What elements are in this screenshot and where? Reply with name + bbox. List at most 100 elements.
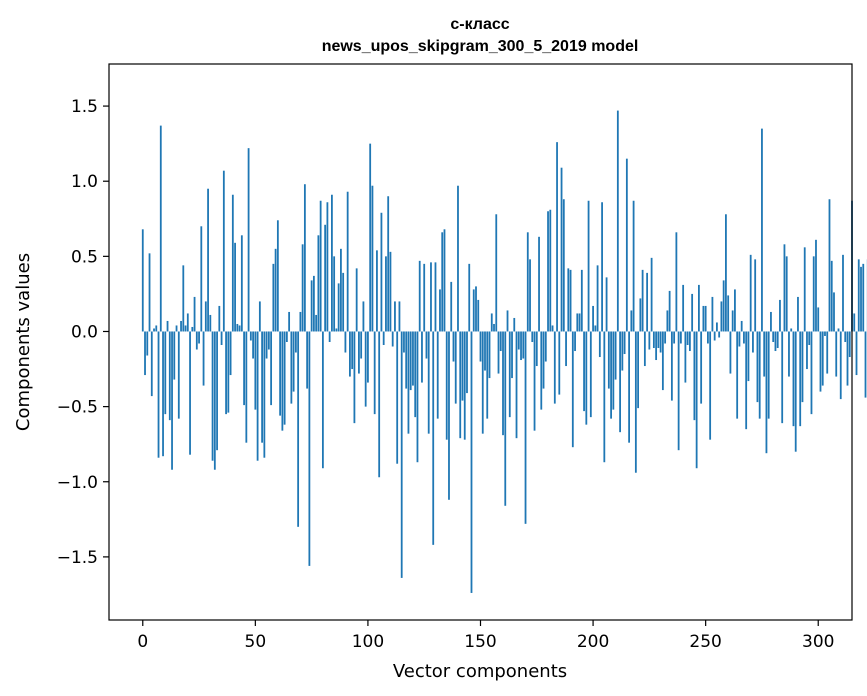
bar-307 xyxy=(833,292,835,332)
bar-136 xyxy=(448,331,450,500)
bar-286 xyxy=(785,256,788,332)
bar-46 xyxy=(245,331,248,443)
bar-301 xyxy=(819,331,822,392)
bar-87 xyxy=(337,283,340,332)
bar-318 xyxy=(857,259,860,332)
bar-33 xyxy=(216,331,218,451)
bar-0 xyxy=(141,229,144,332)
x-tick-label-4: 200 xyxy=(577,632,609,652)
bar-143 xyxy=(463,331,466,440)
bar-193 xyxy=(576,313,579,332)
bar-183 xyxy=(553,331,556,404)
bar-266 xyxy=(740,320,743,332)
bar-106 xyxy=(380,212,383,332)
bar-170 xyxy=(524,331,527,524)
bar-154 xyxy=(488,331,491,379)
x-axis-label: Vector components xyxy=(393,661,567,682)
bar-86 xyxy=(335,328,338,332)
bar-182 xyxy=(551,325,554,332)
bar-36 xyxy=(222,170,225,332)
bar-124 xyxy=(421,331,423,383)
bar-166 xyxy=(515,331,518,439)
bar-305 xyxy=(828,199,831,332)
bar-169 xyxy=(522,331,525,359)
bar-308 xyxy=(835,331,838,377)
bar-13 xyxy=(171,331,173,470)
bar-288 xyxy=(790,328,793,332)
bar-6 xyxy=(155,325,158,332)
bar-197 xyxy=(585,331,588,425)
bar-202 xyxy=(596,265,599,332)
bar-45 xyxy=(243,331,245,406)
bar-84 xyxy=(331,194,333,332)
bar-83 xyxy=(328,331,331,342)
bar-167 xyxy=(517,331,520,350)
bar-152 xyxy=(484,331,486,371)
bar-187 xyxy=(562,199,565,332)
bar-18 xyxy=(182,265,185,332)
bar-311 xyxy=(842,254,844,332)
bar-242 xyxy=(686,331,689,345)
bar-239 xyxy=(679,331,682,344)
bar-123 xyxy=(418,260,421,332)
bar-21 xyxy=(189,331,191,455)
bar-81 xyxy=(324,224,327,332)
bar-92 xyxy=(349,331,351,377)
bar-39 xyxy=(229,331,232,376)
bar-11 xyxy=(166,320,169,332)
bar-125 xyxy=(423,263,426,332)
bar-37 xyxy=(225,331,227,415)
bar-282 xyxy=(776,331,779,349)
bar-264 xyxy=(736,331,739,419)
bar-281 xyxy=(774,331,777,352)
bar-220 xyxy=(637,331,640,409)
bar-243 xyxy=(688,331,691,352)
bar-278 xyxy=(767,331,770,419)
bar-119 xyxy=(409,331,412,391)
bar-260 xyxy=(727,295,730,332)
bar-232 xyxy=(664,331,667,344)
bar-217 xyxy=(630,310,633,332)
bar-249 xyxy=(702,305,705,332)
bar-58 xyxy=(272,263,275,332)
x-tick-label-2: 100 xyxy=(352,632,384,652)
y-axis-label: Components values xyxy=(13,253,34,431)
bar-222 xyxy=(641,269,644,332)
bar-258 xyxy=(722,280,725,332)
bar-109 xyxy=(387,196,390,332)
bar-91 xyxy=(346,191,349,332)
bar-162 xyxy=(506,310,509,332)
bar-85 xyxy=(333,256,336,332)
bar-303 xyxy=(824,331,826,336)
bar-72 xyxy=(303,184,306,332)
bar-146 xyxy=(470,331,473,593)
bar-96 xyxy=(358,331,360,374)
bar-145 xyxy=(468,263,471,332)
bar-262 xyxy=(731,310,734,332)
x-tick-label-6: 300 xyxy=(802,632,834,652)
bar-25 xyxy=(198,331,200,344)
bar-210 xyxy=(614,331,617,380)
bar-10 xyxy=(164,331,167,415)
bar-241 xyxy=(684,331,687,383)
bar-76 xyxy=(312,275,315,332)
bar-212 xyxy=(619,331,621,433)
bar-24 xyxy=(195,331,198,350)
bar-67 xyxy=(292,331,295,392)
bar-168 xyxy=(520,331,522,361)
bar-316 xyxy=(853,313,856,332)
bar-175 xyxy=(535,331,538,367)
bar-38 xyxy=(227,331,230,413)
bar-32 xyxy=(213,331,216,470)
bar-98 xyxy=(362,301,365,332)
bar-160 xyxy=(502,331,504,436)
bar-59 xyxy=(274,248,277,332)
bar-215 xyxy=(625,158,628,332)
bar-194 xyxy=(578,313,581,332)
bar-105 xyxy=(378,331,381,478)
bar-191 xyxy=(571,331,574,448)
bar-157 xyxy=(495,214,498,332)
bar-116 xyxy=(403,331,405,353)
bar-221 xyxy=(639,298,642,332)
bar-144 xyxy=(466,331,468,394)
